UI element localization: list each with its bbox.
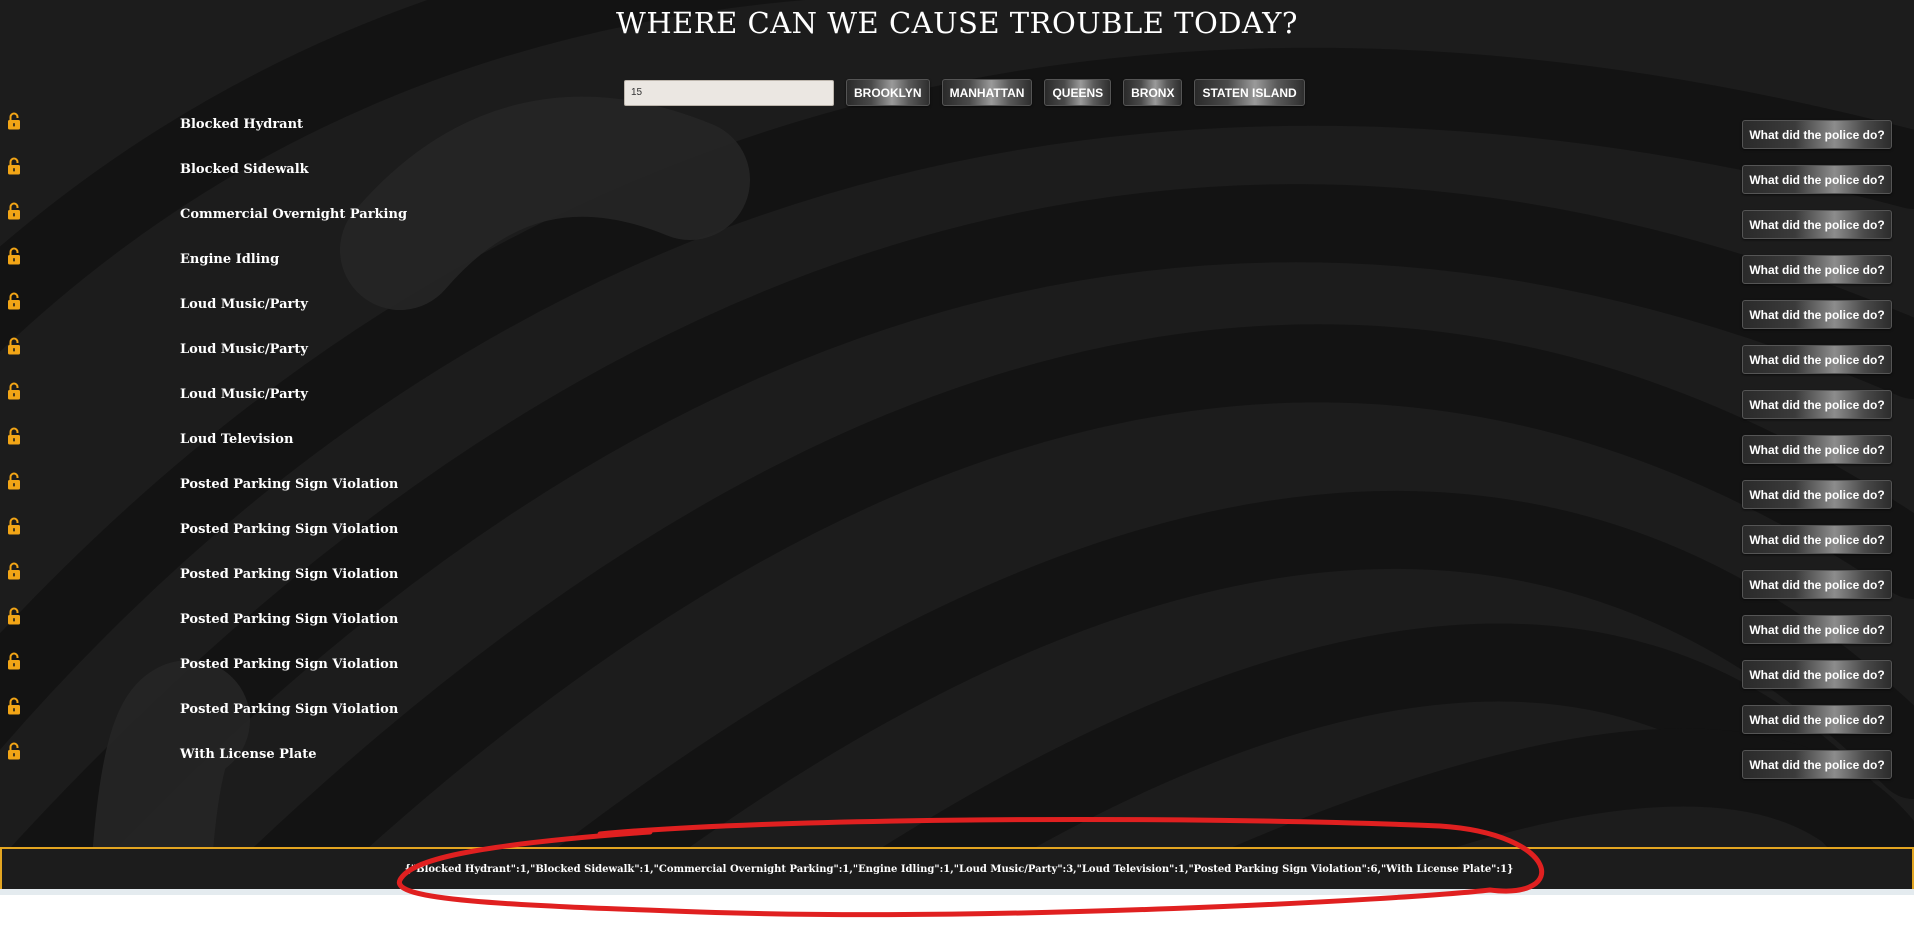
bronx-button[interactable]: BRONX [1123,79,1183,106]
staten-island-button[interactable]: STATEN ISLAND [1194,79,1305,106]
page-background: WHERE CAN WE CAUSE TROUBLE TODAY? BROOKL… [0,0,1914,895]
police-action-button[interactable]: What did the police do? [1742,390,1892,419]
lock-icon [8,247,20,265]
police-action-button[interactable]: What did the police do? [1742,660,1892,689]
lock-icon [8,427,20,445]
lock-icon [8,697,20,715]
police-action-button[interactable]: What did the police do? [1742,705,1892,734]
lock-icon [8,472,20,490]
police-action-button[interactable]: What did the police do? [1742,255,1892,284]
queens-button[interactable]: QUEENS [1044,79,1112,106]
police-action-button[interactable]: What did the police do? [1742,165,1892,194]
complaint-row: Blocked Sidewalk What did the police do? [0,152,1914,197]
summary-divider [0,889,1914,895]
complaint-label: Loud Television [180,432,294,447]
complaint-label: Commercial Overnight Parking [180,207,408,222]
lock-icon [8,652,20,670]
complaint-label: Posted Parking Sign Violation [180,612,399,627]
complaint-label: Posted Parking Sign Violation [180,567,399,582]
complaint-label: Loud Music/Party [180,342,308,357]
lock-icon [8,742,20,760]
police-action-button[interactable]: What did the police do? [1742,570,1892,599]
complaint-row: Posted Parking Sign Violation What did th… [0,512,1914,557]
police-action-button[interactable]: What did the police do? [1742,480,1892,509]
complaint-row: Loud Music/Party What did the police do? [0,287,1914,332]
complaint-label: Posted Parking Sign Violation [180,657,399,672]
summary-box: {"Blocked Hydrant":1,"Blocked Sidewalk":… [0,847,1914,891]
complaint-label: With License Plate [180,747,317,762]
complaint-label: Posted Parking Sign Violation [180,702,399,717]
complaint-row: Posted Parking Sign Violation What did th… [0,602,1914,647]
complaint-row: Blocked Hydrant What did the police do? [0,107,1914,152]
complaint-label: Posted Parking Sign Violation [180,522,399,537]
lock-icon [8,292,20,310]
police-action-button[interactable]: What did the police do? [1742,750,1892,779]
complaint-row: Posted Parking Sign Violation What did th… [0,692,1914,737]
police-action-button[interactable]: What did the police do? [1742,345,1892,374]
complaint-row: Loud Music/Party What did the police do? [0,332,1914,377]
complaint-label: Loud Music/Party [180,387,308,402]
lock-icon [8,202,20,220]
summary-text: {"Blocked Hydrant":1,"Blocked Sidewalk":… [404,863,1514,875]
lock-icon [8,562,20,580]
police-action-button[interactable]: What did the police do? [1742,525,1892,554]
lock-icon [8,517,20,535]
police-action-button[interactable]: What did the police do? [1742,615,1892,644]
police-action-button[interactable]: What did the police do? [1742,300,1892,329]
filter-bar: BROOKLYN MANHATTAN QUEENS BRONX STATEN I… [624,79,1305,106]
lock-icon [8,157,20,175]
complaint-row: Commercial Overnight Parking What did the… [0,197,1914,242]
complaint-label: Blocked Sidewalk [180,162,309,177]
count-input[interactable] [624,79,834,106]
complaint-label: Posted Parking Sign Violation [180,477,399,492]
complaint-label: Engine Idling [180,252,280,267]
complaint-row: Loud Music/Party What did the police do? [0,377,1914,422]
complaint-list: Blocked Hydrant What did the police do? Bl… [0,107,1914,782]
lock-icon [8,337,20,355]
complaint-label: Loud Music/Party [180,297,308,312]
police-action-button[interactable]: What did the police do? [1742,210,1892,239]
complaint-row: Engine Idling What did the police do? [0,242,1914,287]
complaint-label: Blocked Hydrant [180,117,304,132]
complaint-row: Loud Television What did the police do? [0,422,1914,467]
page-title: WHERE CAN WE CAUSE TROUBLE TODAY? [616,6,1298,40]
police-action-button[interactable]: What did the police do? [1742,435,1892,464]
brooklyn-button[interactable]: BROOKLYN [846,79,930,106]
complaint-row: Posted Parking Sign Violation What did th… [0,467,1914,512]
lock-icon [8,607,20,625]
complaint-row: Posted Parking Sign Violation What did th… [0,647,1914,692]
complaint-row: Posted Parking Sign Violation What did th… [0,557,1914,602]
complaint-row: With License Plate What did the police do… [0,737,1914,782]
lock-icon [8,382,20,400]
manhattan-button[interactable]: MANHATTAN [941,79,1033,106]
lock-icon [8,112,20,130]
police-action-button[interactable]: What did the police do? [1742,120,1892,149]
